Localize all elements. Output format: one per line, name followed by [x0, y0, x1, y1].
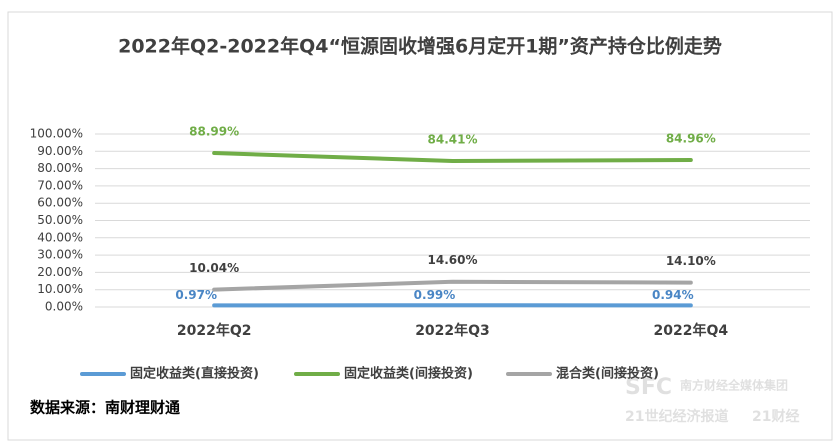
y-tick-label: 100.00%	[30, 127, 83, 141]
source: 数据来源：南财理财通	[30, 399, 180, 417]
data-label: 0.97%	[175, 288, 217, 302]
data-label: 0.99%	[414, 288, 456, 302]
watermark-logo: SFC	[625, 375, 672, 400]
y-tick-label: 90.00%	[37, 144, 83, 158]
series-line	[212, 279, 693, 292]
y-tick-label: 30.00%	[37, 248, 83, 262]
watermark-text: 21世纪经济报道	[625, 408, 728, 425]
legend-label: 混合类(间接投资)	[556, 366, 659, 382]
x-tick-label: 2022年Q3	[415, 322, 490, 339]
data-label: 10.04%	[189, 261, 239, 275]
legend-label: 固定收益类(直接投资)	[130, 366, 259, 382]
y-tick-label: 40.00%	[37, 230, 83, 244]
data-label: 84.41%	[428, 132, 478, 146]
y-tick-label: 10.00%	[37, 282, 83, 296]
watermark-text: 南方财经全媒体集团	[680, 378, 788, 393]
watermark: SFC 南方财经全媒体集团 21世纪经济报道 21财经	[625, 375, 799, 425]
y-tick-label: 50.00%	[37, 213, 83, 227]
y-tick-label: 20.00%	[37, 265, 83, 279]
legend-label: 固定收益类(间接投资)	[344, 366, 473, 382]
data-label: 0.94%	[652, 288, 694, 302]
x-tick-label: 2022年Q2	[177, 322, 252, 339]
chart-title: 2022年Q2-2022年Q4“恒源固收增强6月定开1期”资产持仓比例走势	[118, 35, 722, 58]
y-tick-label: 60.00%	[37, 196, 83, 210]
watermark-text: 21财经	[752, 408, 799, 425]
series-line	[212, 151, 693, 163]
chart-border	[7, 11, 833, 441]
data-label: 84.96%	[666, 132, 716, 146]
y-tick-label: 80.00%	[37, 161, 83, 175]
data-label: 14.10%	[666, 254, 716, 268]
data-label: 14.60%	[428, 253, 478, 267]
x-tick-label: 2022年Q4	[654, 322, 729, 339]
data-label: 88.99%	[189, 125, 239, 139]
y-tick-label: 0.00%	[45, 300, 83, 314]
y-tick-label: 70.00%	[37, 178, 83, 192]
